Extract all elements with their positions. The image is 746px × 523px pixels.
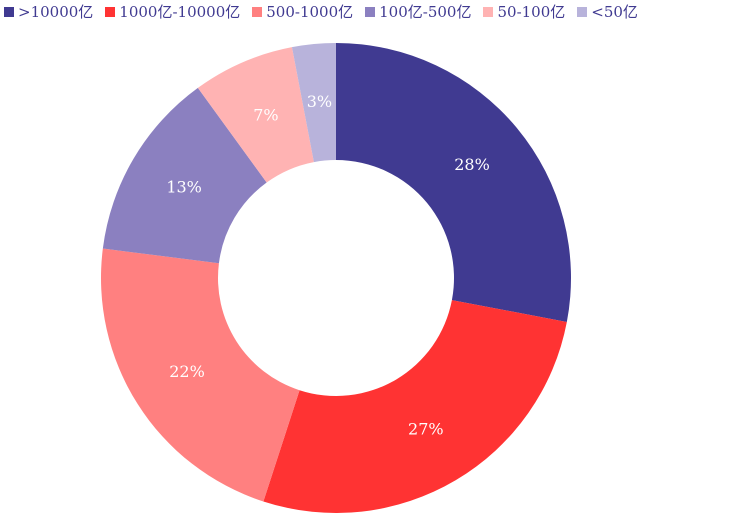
legend-label: 500-1000亿: [266, 3, 354, 21]
legend-label: 50-100亿: [497, 3, 566, 21]
legend-swatch: [577, 7, 588, 17]
slice-label: 28%: [454, 155, 490, 174]
donut-slice-5: [291, 43, 336, 163]
legend-swatch: [4, 7, 14, 17]
legend-label: >10000亿: [18, 3, 94, 21]
slice-label: 3%: [307, 92, 332, 111]
legend-swatch: [252, 7, 263, 17]
donut-slice-0: [336, 43, 571, 323]
legend-item-100-500: 100亿-500亿: [365, 2, 471, 22]
legend-label: 100亿-500亿: [379, 3, 472, 21]
legend-item-50-100: 50-100亿: [483, 2, 565, 22]
legend-swatch: [105, 7, 116, 17]
legend: >10000亿 1000亿-10000亿 500-1000亿 100亿-500亿…: [4, 2, 638, 22]
donut-slice-2: [100, 248, 300, 502]
legend-item-lt-50: <50亿: [577, 2, 638, 22]
legend-swatch: [483, 7, 494, 17]
slice-group: [100, 43, 571, 513]
legend-label: <50亿: [591, 3, 638, 21]
legend-item-500-1000: 500-1000亿: [252, 2, 353, 22]
legend-item-1000-10000: 1000亿-10000亿: [105, 2, 240, 22]
label-group: 28% 27% 22% 13% 7% 3%: [166, 92, 489, 439]
donut-slice-1: [263, 300, 567, 513]
legend-swatch: [365, 7, 376, 17]
slice-label: 27%: [408, 419, 444, 438]
slice-label: 22%: [169, 362, 205, 381]
legend-label: 1000亿-10000亿: [119, 3, 241, 21]
slice-label: 7%: [253, 106, 278, 125]
donut-slice-3: [102, 87, 267, 264]
donut-slice-4: [197, 47, 314, 183]
legend-item-gt-10000: >10000亿: [4, 2, 93, 22]
slice-label: 13%: [166, 178, 202, 197]
